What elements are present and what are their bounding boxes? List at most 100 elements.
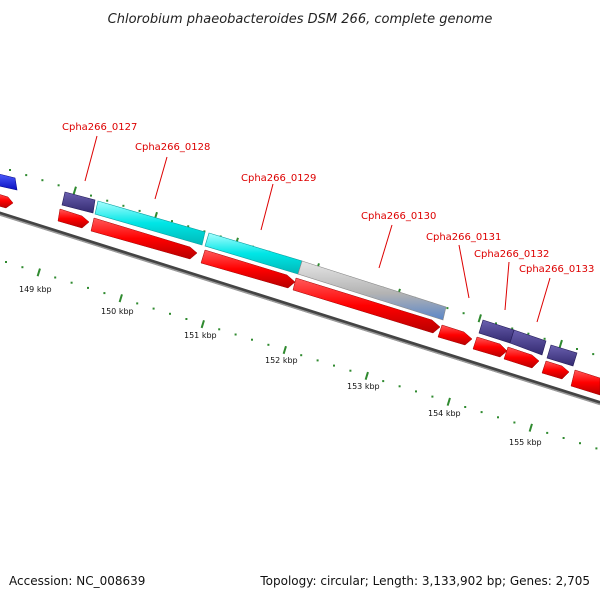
minor-tick bbox=[9, 169, 11, 171]
minor-tick bbox=[595, 447, 598, 450]
minor-tick bbox=[546, 431, 549, 434]
strand-arrow[interactable] bbox=[200, 249, 296, 289]
gene-feature-0127[interactable] bbox=[61, 191, 96, 214]
major-tick bbox=[200, 319, 205, 329]
strand-arrow[interactable] bbox=[437, 324, 473, 346]
strand-arrow[interactable] bbox=[503, 346, 540, 369]
strand-arrow[interactable] bbox=[570, 369, 600, 396]
minor-tick bbox=[446, 307, 449, 310]
strand-arrow[interactable] bbox=[292, 277, 441, 334]
major-tick bbox=[72, 186, 77, 195]
minor-tick bbox=[592, 353, 595, 356]
minor-tick bbox=[203, 230, 206, 233]
major-tick bbox=[528, 423, 533, 432]
major-tick bbox=[36, 268, 41, 277]
gene-label-0128[interactable]: Cpha266_0128 bbox=[135, 142, 210, 153]
strand-arrow[interactable] bbox=[90, 217, 198, 260]
minor-tick bbox=[5, 261, 7, 263]
minor-tick bbox=[300, 354, 303, 357]
kbp-label: 151 kbp bbox=[184, 331, 217, 340]
strand-arrow[interactable] bbox=[0, 193, 14, 209]
minor-tick bbox=[138, 209, 141, 212]
minor-tick bbox=[136, 302, 139, 305]
strand-arrow[interactable] bbox=[57, 208, 90, 229]
strand-arrow[interactable] bbox=[541, 360, 570, 380]
gene-feature-0132[interactable] bbox=[509, 329, 547, 356]
minor-tick bbox=[187, 225, 190, 228]
minor-tick bbox=[382, 380, 385, 383]
minor-tick bbox=[543, 337, 546, 340]
feature-track-outer bbox=[0, 173, 578, 367]
minor-tick bbox=[576, 348, 578, 350]
minor-tick bbox=[25, 174, 28, 177]
minor-tick bbox=[579, 442, 581, 445]
minor-tick bbox=[169, 312, 171, 315]
kbp-label: 153 kbp bbox=[347, 382, 380, 391]
kbp-label: 155 kbp bbox=[509, 438, 542, 447]
minor-tick bbox=[462, 312, 465, 315]
genome-backbone bbox=[0, 211, 600, 406]
accession-text: Accession: NC_008639 bbox=[9, 574, 145, 588]
minor-tick bbox=[431, 395, 434, 398]
minor-tick bbox=[527, 332, 530, 335]
minor-tick bbox=[122, 204, 125, 207]
kbp-label: 152 kbp bbox=[265, 356, 298, 365]
gene-label-0127[interactable]: Cpha266_0127 bbox=[62, 122, 137, 133]
minor-tick bbox=[171, 220, 173, 223]
minor-tick bbox=[511, 327, 514, 330]
inner-tick-track bbox=[5, 261, 598, 450]
minor-tick bbox=[152, 307, 155, 310]
minor-tick bbox=[333, 364, 335, 367]
minor-tick bbox=[90, 194, 92, 197]
minor-tick bbox=[497, 416, 499, 419]
gene-feature-0130[interactable] bbox=[297, 260, 447, 321]
minor-tick bbox=[54, 276, 57, 279]
major-tick bbox=[477, 314, 482, 323]
minor-tick bbox=[218, 328, 221, 331]
minor-tick bbox=[87, 286, 89, 289]
map-title: Chlorobium phaeobacteroides DSM 266, com… bbox=[108, 12, 493, 27]
feature-track-inner bbox=[0, 193, 600, 396]
gene-label-0129[interactable]: Cpha266_0129 bbox=[241, 173, 316, 184]
minor-tick bbox=[316, 359, 319, 362]
major-tick bbox=[558, 339, 563, 349]
gene-feature-0128[interactable] bbox=[94, 200, 206, 246]
minor-tick bbox=[41, 179, 44, 182]
major-tick bbox=[118, 294, 123, 303]
topology-summary-text: Topology: circular; Length: 3,133,902 bp… bbox=[259, 574, 590, 588]
major-tick bbox=[282, 345, 287, 355]
minor-tick bbox=[415, 390, 417, 393]
gene-feature-blue[interactable] bbox=[0, 173, 18, 191]
minor-tick bbox=[70, 281, 73, 284]
kbp-label: 154 kbp bbox=[428, 409, 461, 418]
minor-tick bbox=[349, 369, 352, 372]
minor-tick bbox=[495, 322, 497, 325]
gene-label-0130[interactable]: Cpha266_0130 bbox=[361, 211, 436, 222]
major-tick bbox=[364, 371, 369, 381]
strand-arrow[interactable] bbox=[472, 336, 508, 358]
kbp-label: 149 kbp bbox=[19, 285, 52, 294]
major-tick bbox=[446, 397, 451, 406]
minor-tick bbox=[251, 338, 253, 341]
minor-tick bbox=[106, 199, 109, 202]
minor-tick bbox=[21, 266, 24, 269]
minor-tick bbox=[267, 343, 270, 346]
kbp-label: 150 kbp bbox=[101, 307, 134, 316]
minor-tick bbox=[398, 385, 401, 388]
minor-tick bbox=[562, 437, 565, 439]
gene-label-leaders bbox=[84, 135, 551, 323]
kbp-labels: 149 kbp 150 kbp 151 kbp 152 kbp 153 kbp … bbox=[19, 285, 542, 447]
gene-label-0132[interactable]: Cpha266_0132 bbox=[474, 249, 549, 260]
minor-tick bbox=[185, 318, 188, 320]
minor-tick bbox=[103, 292, 106, 295]
minor-tick bbox=[513, 421, 516, 424]
minor-tick bbox=[464, 406, 467, 408]
gene-labels: Cpha266_0127 Cpha266_0128 Cpha266_0129 C… bbox=[62, 122, 594, 275]
minor-tick bbox=[234, 333, 237, 336]
gene-label-0131[interactable]: Cpha266_0131 bbox=[426, 232, 501, 243]
minor-tick bbox=[57, 184, 60, 187]
gene-label-0133[interactable]: Cpha266_0133 bbox=[519, 264, 594, 275]
gene-feature-0133[interactable] bbox=[546, 344, 578, 367]
minor-tick bbox=[480, 411, 483, 414]
